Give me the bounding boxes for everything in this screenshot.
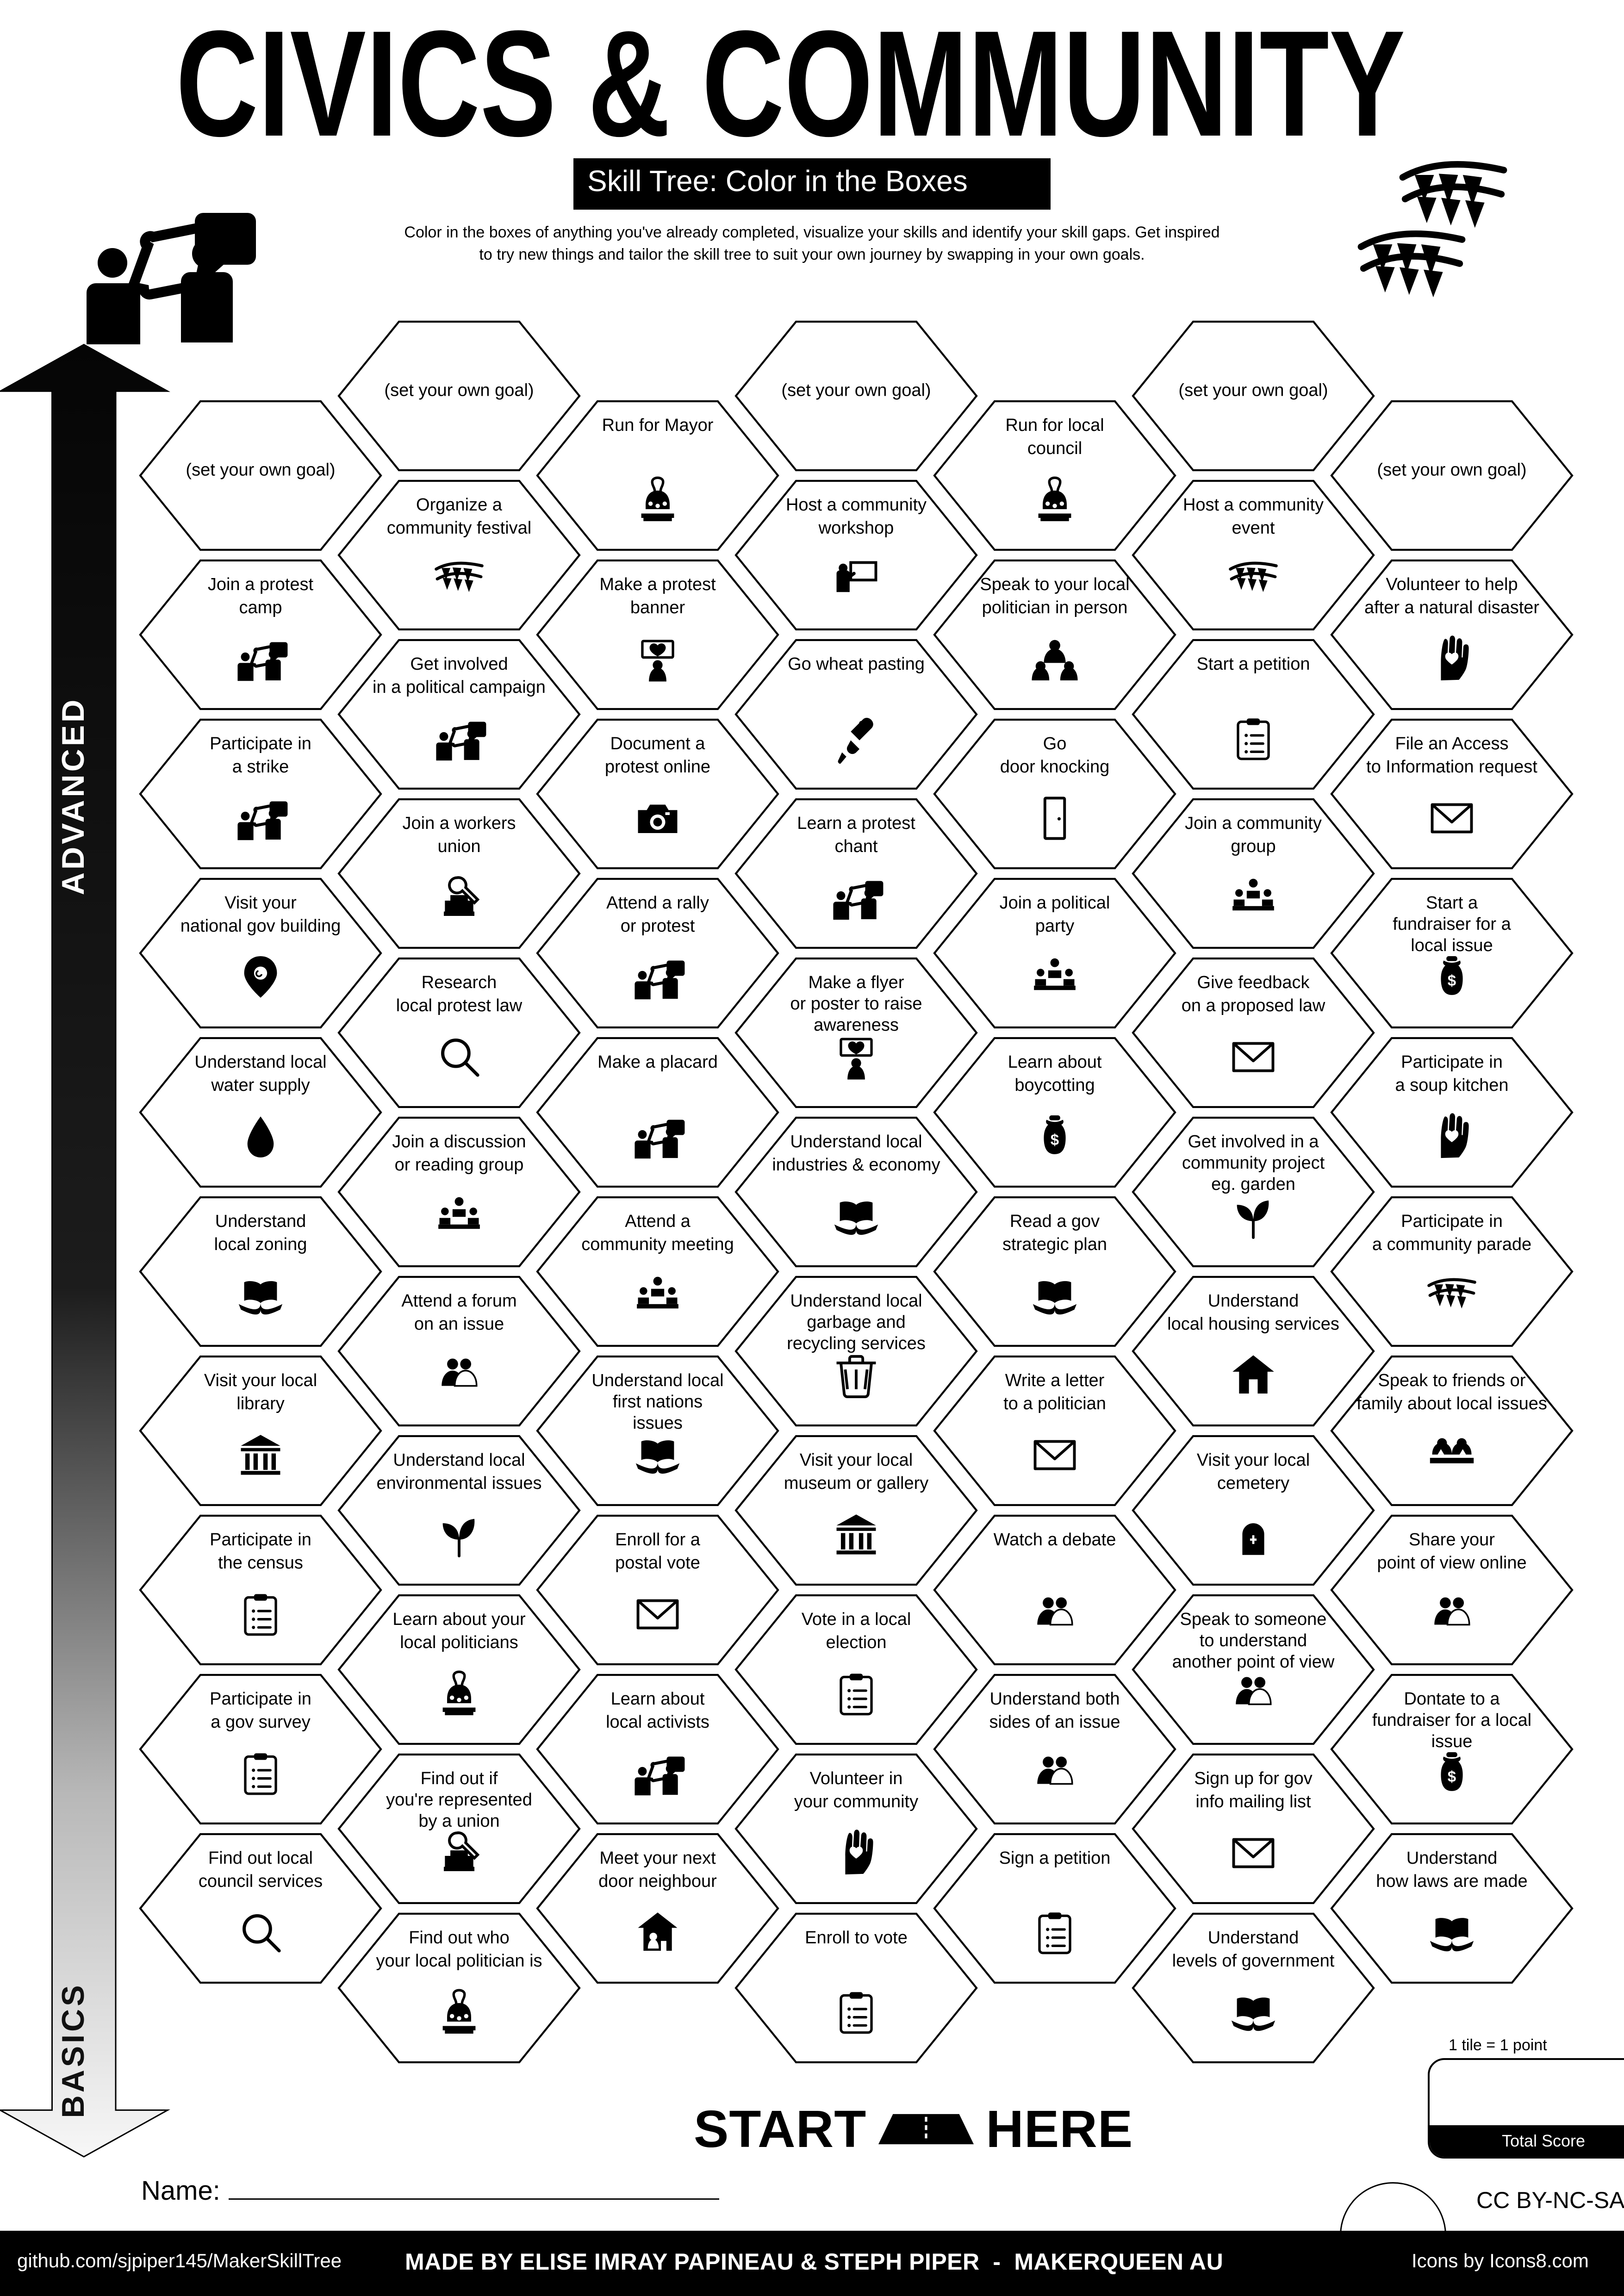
svg-text:ADVANCED: ADVANCED	[56, 697, 91, 895]
svg-text:$: $	[1448, 1768, 1456, 1785]
svg-text:Make a placard: Make a placard	[597, 1052, 718, 1072]
svg-text:(set your own goal): (set your own goal)	[384, 381, 534, 400]
svg-text:(set your own goal): (set your own goal)	[186, 460, 335, 480]
svg-text:Enroll to vote: Enroll to vote	[805, 1928, 908, 1948]
svg-text:(set your own goal): (set your own goal)	[1377, 460, 1526, 480]
svg-text:Sign a petition: Sign a petition	[999, 1848, 1111, 1868]
svg-text:Run for Mayor: Run for Mayor	[602, 416, 714, 435]
svg-text:(set your own goal): (set your own goal)	[1178, 381, 1328, 400]
svg-text:Go wheat pasting: Go wheat pasting	[788, 654, 925, 674]
svg-text:Watch a debate: Watch a debate	[994, 1530, 1116, 1549]
svg-text:$: $	[1448, 972, 1456, 989]
svg-text:(set your own goal): (set your own goal)	[781, 381, 931, 400]
svg-text:Start a petition: Start a petition	[1196, 654, 1310, 674]
svg-text:$: $	[1051, 1131, 1059, 1148]
svg-text:BASICS: BASICS	[56, 1983, 91, 2118]
